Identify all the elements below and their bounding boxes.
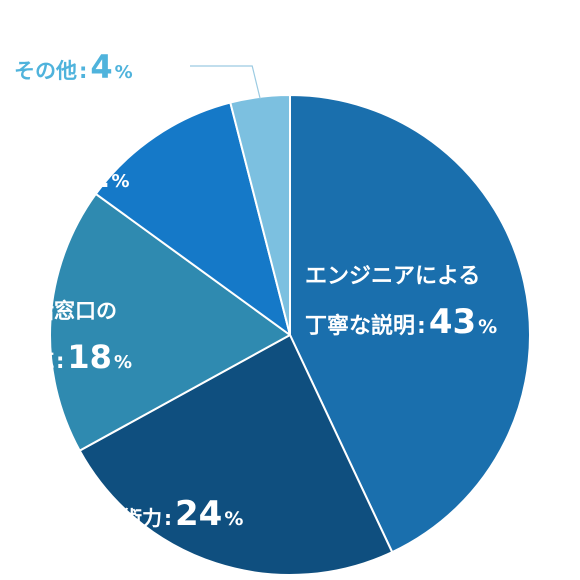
slice-unit: % [478,316,497,338]
slice-label-text-with-value: 安心の技術力:24% [42,494,243,534]
slice-label-2: 安心の技術力:24% [42,494,243,534]
pie-slice-2 [78,334,394,576]
slice-value: 4 [90,48,112,86]
leader-lines-layer [190,65,261,100]
pie-slice-1 [289,94,531,554]
pie-slice-3 [49,192,291,452]
slice-value: 11 [65,157,110,195]
slice-label-text-with-value: 満足:11% [12,157,130,195]
slice-value: 24 [175,494,222,534]
slice-unit: % [114,352,132,373]
slice-unit: % [224,508,243,530]
slice-label-text: 電話窓口の [12,299,117,323]
slice-label-text-with-value: 丁寧な説明:43% [305,302,497,342]
slice-unit: % [112,171,130,192]
slice-label-5: その他:4% [14,48,133,86]
slice-unit: % [115,62,133,83]
slice-value: 18 [67,338,112,376]
slices-layer [49,94,531,576]
callout-leader-line [190,65,261,100]
slice-value: 43 [429,302,476,342]
slice-label-text: エンジニアによる [305,264,480,289]
slice-label-text-with-value: その他:4% [14,48,133,86]
slice-label-text: 費用対効果に [12,118,132,142]
pie-slice-4 [94,101,291,336]
slice-label-text-with-value: 対応:18% [12,338,132,376]
